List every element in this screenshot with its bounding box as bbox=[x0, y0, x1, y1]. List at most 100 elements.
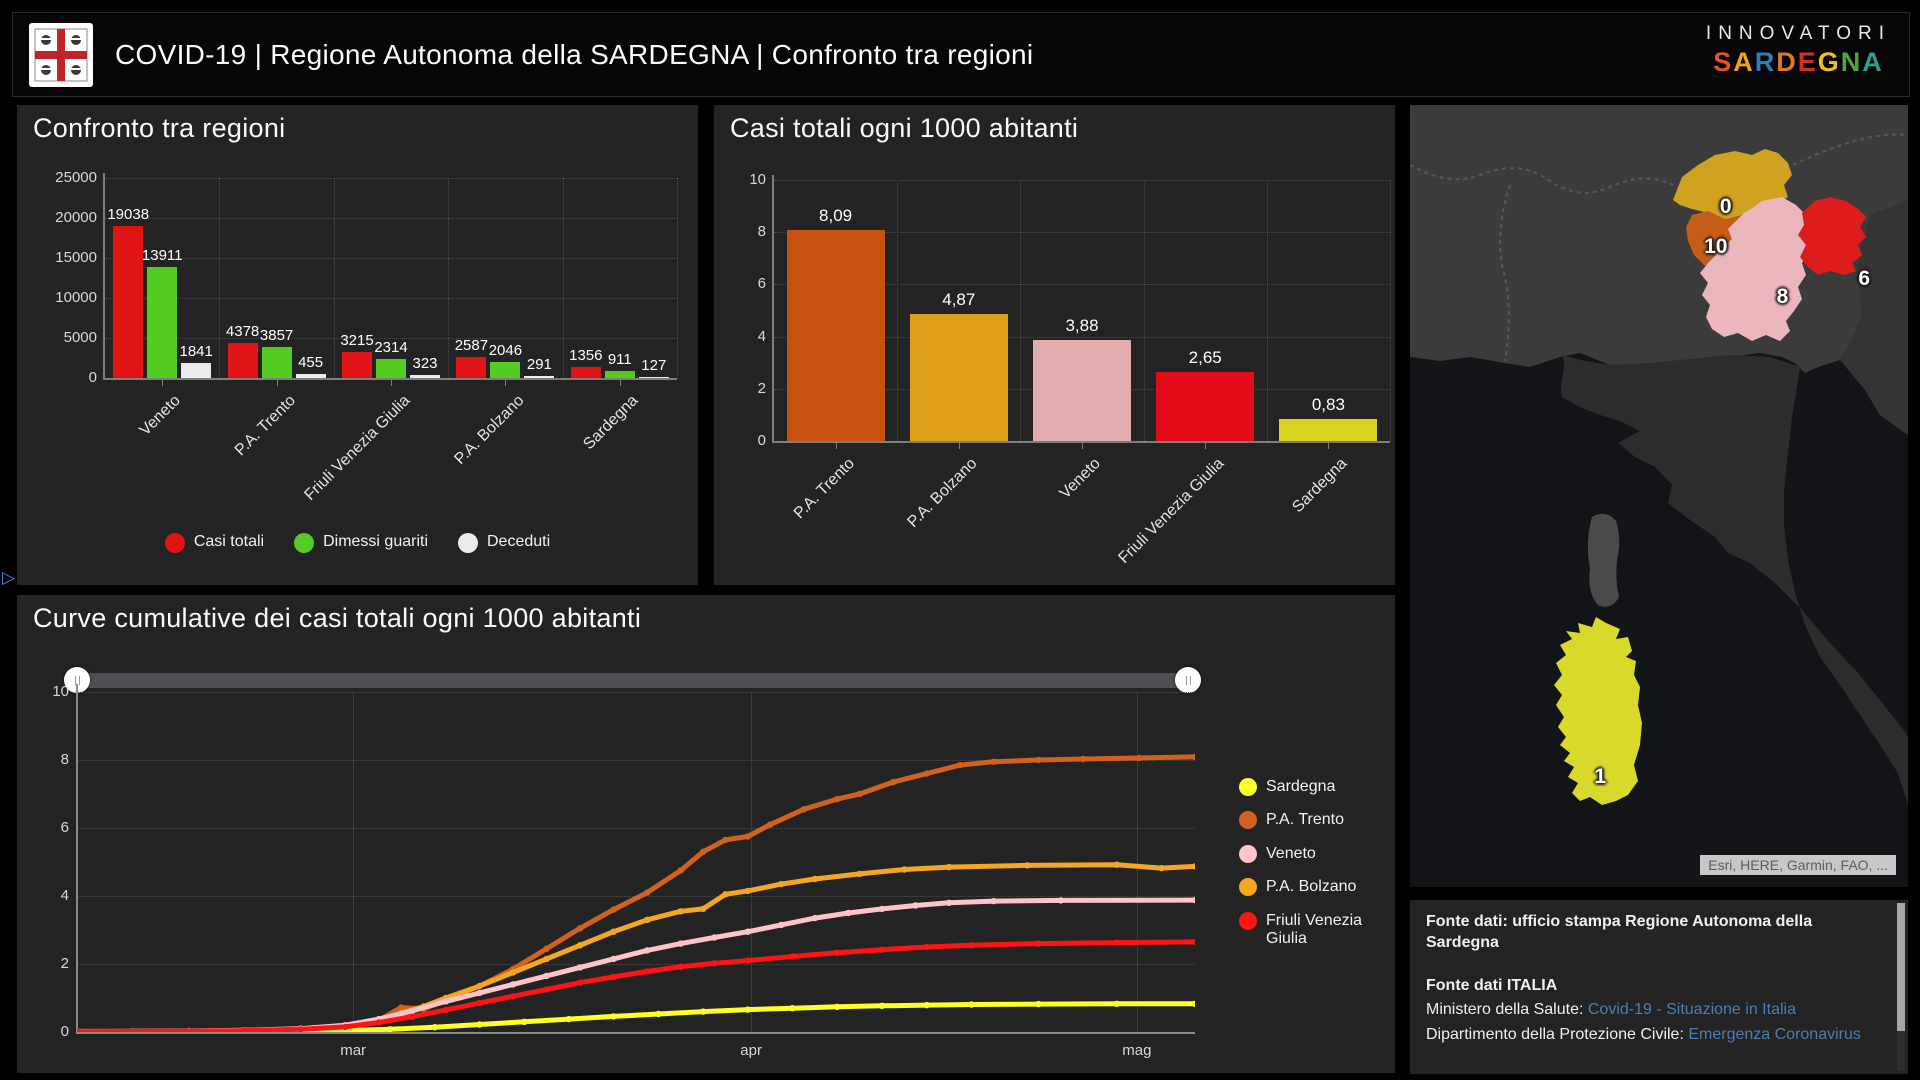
y-tick-label: 2 bbox=[60, 955, 69, 972]
link-covid19-situazione-italia[interactable]: Covid-19 - Situazione in Italia bbox=[1587, 1001, 1796, 1019]
bar-value-label: 0,83 bbox=[1311, 395, 1345, 415]
bar-friuli-venezia-giulia[interactable] bbox=[1156, 371, 1255, 441]
y-tick-label: 0 bbox=[757, 432, 766, 449]
legend-curve: Sardegna P.A. Trento Veneto P.A. Bolzano Fri… bbox=[1239, 778, 1404, 963]
x-tick-label-text: Sardegna bbox=[1289, 455, 1351, 517]
bar-veneto[interactable] bbox=[1033, 339, 1131, 441]
legend-item-friuli-venezia-giulia[interactable]: Friuli Venezia Giulia bbox=[1239, 911, 1404, 949]
gridline-vertical bbox=[677, 178, 678, 378]
x-tickmark bbox=[958, 443, 960, 449]
legend-item-casi-totali[interactable]: Casi totali bbox=[164, 533, 265, 553]
y-tick-label: 10 bbox=[749, 171, 766, 188]
x-tickmark bbox=[1205, 443, 1207, 449]
bar-deceduti[interactable] bbox=[181, 363, 212, 378]
gridline-vertical bbox=[1390, 180, 1391, 441]
map-label-trento[interactable]: 10 bbox=[1704, 234, 1728, 258]
month-gridline bbox=[353, 692, 355, 1032]
legend-label: Veneto bbox=[1266, 844, 1316, 862]
bar-casi-totali[interactable] bbox=[113, 225, 144, 378]
y-tick-label: 8 bbox=[60, 751, 69, 768]
legend-dot bbox=[1239, 878, 1257, 897]
bar-dimessi-guariti[interactable] bbox=[376, 359, 406, 378]
bar-casi-totali[interactable] bbox=[456, 357, 487, 378]
legend-label: Casi totali bbox=[193, 533, 265, 550]
gridline-horizontal bbox=[77, 964, 1195, 965]
legend-dot bbox=[294, 533, 315, 553]
bar-p-a-bolzano[interactable] bbox=[909, 313, 1008, 441]
y-tick-label: 0 bbox=[60, 1023, 69, 1040]
bar-value-label: 2,65 bbox=[1188, 347, 1222, 367]
bar-deceduti[interactable] bbox=[410, 375, 440, 378]
bar-deceduti[interactable] bbox=[524, 375, 555, 378]
month-gridline bbox=[751, 692, 753, 1032]
brand-letter: R bbox=[1754, 47, 1777, 77]
gridline-vertical bbox=[562, 178, 564, 378]
legend-dot bbox=[164, 533, 185, 553]
bar-value-label: 3215 bbox=[340, 332, 374, 350]
x-tickmark bbox=[835, 443, 837, 449]
map-region-veneto[interactable] bbox=[1700, 197, 1810, 341]
panel-curve-cumulative: Curve cumulative dei casi totali ogni 10… bbox=[17, 595, 1395, 1073]
brand-letter: E bbox=[1797, 47, 1818, 77]
legend-item-veneto[interactable]: Veneto bbox=[1239, 844, 1404, 863]
fonte-scrollbar[interactable] bbox=[1897, 903, 1905, 1071]
x-tick-label-text: P.A. Bolzano bbox=[904, 455, 981, 531]
bar-dimessi-guariti[interactable] bbox=[490, 361, 521, 378]
gridline-horizontal bbox=[105, 178, 677, 179]
legend-item-dimessi-guariti[interactable]: Dimessi guariti bbox=[294, 533, 428, 553]
y-tick-label: 8 bbox=[757, 223, 766, 241]
fonte-scrollbar-thumb[interactable] bbox=[1897, 903, 1905, 1031]
map-region-sardegna[interactable] bbox=[1554, 617, 1642, 805]
legend-item-deceduti[interactable]: Deceduti bbox=[458, 533, 550, 553]
slider-handle-right[interactable] bbox=[1175, 667, 1201, 693]
legend-label: Dimessi guariti bbox=[323, 533, 428, 550]
map-label-bolzano[interactable]: 0 bbox=[1719, 195, 1732, 219]
link-emergenza-coronavirus[interactable]: Emergenza Coronavirus bbox=[1688, 1026, 1861, 1044]
map-attribution: Esri, HERE, Garmin, FAO, ... bbox=[1700, 855, 1896, 875]
x-tick-label: apr bbox=[740, 1042, 762, 1059]
gridline-vertical bbox=[448, 178, 450, 378]
x-tickmark bbox=[276, 380, 278, 386]
bar-casi-totali[interactable] bbox=[227, 342, 258, 378]
gridline-vertical bbox=[219, 178, 221, 378]
bar-dimessi-guariti[interactable] bbox=[261, 347, 292, 378]
legend-item-p-a-trento[interactable]: P.A. Trento bbox=[1239, 811, 1404, 830]
innovatori-sardegna-logo: INNOVATORI SARDEGNA bbox=[1706, 23, 1891, 78]
y-axis-line bbox=[772, 175, 774, 441]
legend-item-p-a-bolzano[interactable]: P.A. Bolzano bbox=[1239, 878, 1404, 897]
bar-sardegna[interactable] bbox=[1279, 419, 1378, 441]
x-tick-label-text: P.A. Bolzano bbox=[451, 392, 528, 468]
fonte-line-italia: Fonte dati ITALIA bbox=[1426, 976, 1558, 994]
gridline-vertical bbox=[897, 180, 899, 441]
header-bar: COVID-19 | Regione Autonoma della SARDEG… bbox=[12, 12, 1910, 97]
map-region-friuli[interactable] bbox=[1798, 197, 1866, 275]
legend-item-sardegna[interactable]: Sardegna bbox=[1239, 778, 1404, 796]
panel-title-curve: Curve cumulative dei casi totali ogni 10… bbox=[33, 603, 642, 633]
y-tick-label: 5000 bbox=[63, 329, 97, 346]
line-series-veneto[interactable] bbox=[74, 897, 1198, 1035]
sidebar-expander-icon[interactable]: ▷ bbox=[2, 568, 16, 587]
map-label-veneto[interactable]: 8 bbox=[1776, 284, 1789, 308]
bar-deceduti[interactable] bbox=[638, 376, 669, 378]
bar-value-label: 323 bbox=[412, 355, 438, 373]
brand-innovatori-text: INNOVATORI bbox=[1705, 23, 1891, 44]
bar-deceduti[interactable] bbox=[295, 374, 326, 378]
x-tick-label-text: Veneto bbox=[1056, 455, 1105, 503]
line-series-p-a-trento[interactable] bbox=[74, 754, 1198, 1034]
bar-dimessi-guariti[interactable] bbox=[147, 266, 178, 378]
bar-casi-totali[interactable] bbox=[342, 352, 372, 378]
legend-label: Friuli Venezia Giulia bbox=[1266, 911, 1363, 947]
map-label-friuli[interactable]: 6 bbox=[1858, 267, 1871, 291]
x-tick-label-text: Sardegna bbox=[580, 392, 642, 454]
bar-dimessi-guariti[interactable] bbox=[604, 370, 635, 378]
fonte-line-protezione: Dipartimento della Protezione Civile: Em… bbox=[1426, 1025, 1882, 1046]
italy-map[interactable] bbox=[1410, 105, 1908, 887]
gridline-horizontal bbox=[77, 828, 1195, 829]
map-label-sardegna[interactable]: 1 bbox=[1594, 764, 1607, 788]
bar-value-label: 2314 bbox=[374, 339, 408, 357]
bar-casi-totali[interactable] bbox=[570, 367, 601, 378]
time-range-slider-track[interactable] bbox=[75, 673, 1189, 688]
legend-dot bbox=[458, 533, 478, 553]
panel-map-italia[interactable]: 0 10 8 6 1 Esri, HERE, Garmin, FAO, ... bbox=[1410, 105, 1908, 887]
bar-p-a-trento[interactable] bbox=[786, 229, 885, 441]
